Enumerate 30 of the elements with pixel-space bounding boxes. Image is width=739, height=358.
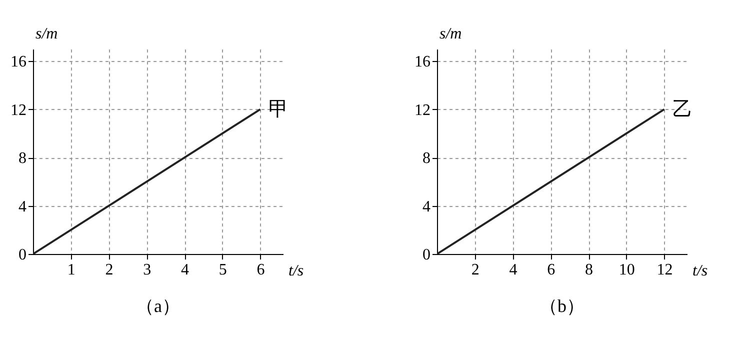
x-axis-title: t/s (692, 262, 708, 280)
x-tick-label: 4 (509, 262, 518, 278)
x-tick-label: 4 (181, 262, 190, 278)
annotation: 乙 (672, 96, 692, 120)
x-tick-label: 3 (143, 262, 152, 278)
x-tick-label: 2 (471, 262, 480, 278)
y-tick-label: 12 (414, 102, 430, 119)
annotation: 甲 (268, 96, 288, 120)
x-tick-label: 12 (656, 262, 673, 278)
y-tick-label: 4 (18, 198, 26, 216)
y-tick-label: 4 (422, 198, 430, 216)
x-tick-label: 2 (105, 262, 114, 278)
y-tick-label: 16 (10, 54, 26, 71)
y-tick-label: 16 (414, 54, 430, 71)
y-tick-label: 8 (18, 150, 26, 168)
y-axis-title: s/m (36, 26, 58, 42)
y-tick-label: 0 (18, 246, 26, 264)
text: （a） (136, 296, 180, 316)
text: （b） (540, 296, 584, 316)
x-tick-label: 5 (218, 262, 227, 278)
x-tick-label: 6 (256, 262, 265, 278)
y-tick-label: 0 (422, 246, 430, 264)
y-axis-title: s/m (440, 26, 462, 42)
x-axis-title: t/s (288, 262, 304, 280)
y-tick-label: 8 (422, 150, 430, 168)
x-tick-label: 8 (585, 262, 594, 278)
x-tick-label: 6 (547, 262, 556, 278)
y-tick-label: 12 (10, 102, 26, 119)
x-tick-label: 10 (618, 262, 635, 278)
x-tick-label: 1 (67, 262, 76, 278)
